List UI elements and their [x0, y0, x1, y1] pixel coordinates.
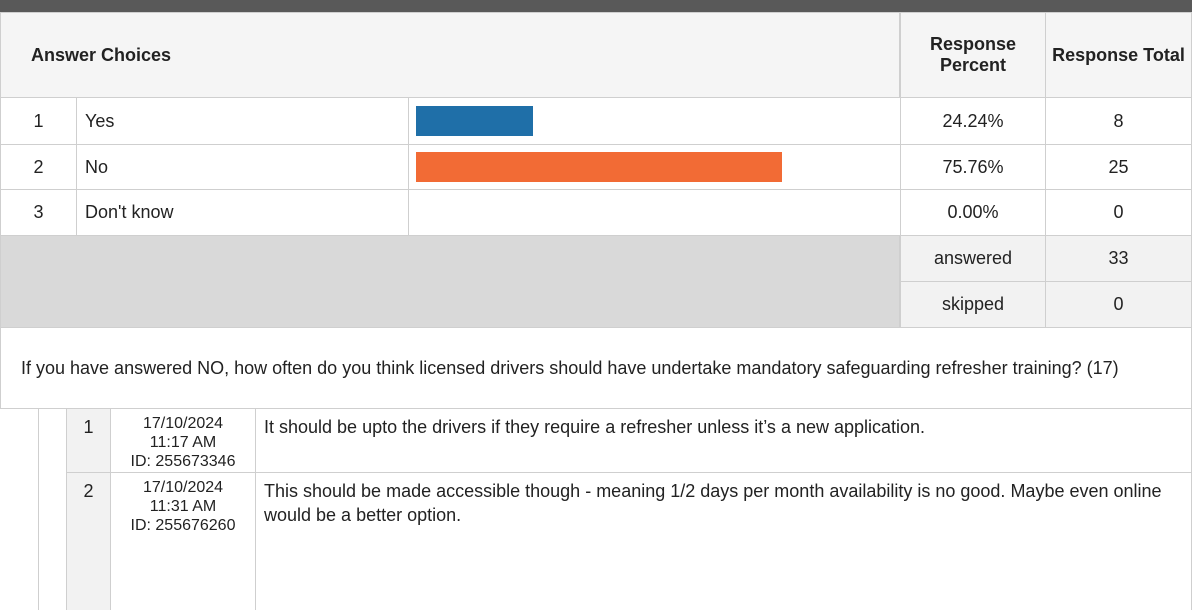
row-index: 3	[0, 189, 77, 236]
row-index: 2	[0, 144, 77, 190]
bar-cell	[408, 189, 901, 236]
header-cell: Response Total	[1045, 12, 1192, 98]
response-index: 1	[66, 408, 111, 473]
response-index: 2	[66, 472, 111, 610]
response-text: This should be made accessible though - …	[255, 472, 1192, 610]
total: 0	[1045, 189, 1192, 236]
summary-label: skipped	[900, 281, 1046, 328]
total: 25	[1045, 144, 1192, 190]
row-index: 1	[0, 97, 77, 145]
bar	[416, 152, 782, 182]
question: If you have answered NO, how often do yo…	[0, 327, 1192, 409]
percent: 0.00%	[900, 189, 1046, 236]
response-text: It should be upto the drivers if they re…	[255, 408, 1192, 473]
indent-line	[38, 408, 39, 610]
response-meta: 17/10/2024 11:31 AM ID: 255676260	[110, 472, 256, 610]
bar	[416, 106, 534, 136]
response-id: ID: 255676260	[130, 517, 236, 534]
percent: 75.76%	[900, 144, 1046, 190]
response-date: 17/10/2024	[142, 415, 224, 432]
top-bar	[0, 0, 1192, 12]
response-time: 11:31 AM	[149, 498, 217, 515]
choice: Yes	[76, 97, 409, 145]
response-meta: 17/10/2024 11:17 AM ID: 255673346	[110, 408, 256, 473]
choice: Don't know	[76, 189, 409, 236]
summary-value: 0	[1045, 281, 1192, 328]
response-id: ID: 255673346	[130, 453, 236, 470]
header-cell: Answer Choices	[0, 12, 900, 98]
response-date: 17/10/2024	[142, 479, 224, 496]
summary-value: 33	[1045, 235, 1192, 282]
summary-filler	[0, 235, 900, 328]
summary-label: answered	[900, 235, 1046, 282]
choice: No	[76, 144, 409, 190]
response-time: 11:17 AM	[149, 434, 217, 451]
header-cell: Response Percent	[900, 12, 1046, 98]
percent: 24.24%	[900, 97, 1046, 145]
total: 8	[1045, 97, 1192, 145]
